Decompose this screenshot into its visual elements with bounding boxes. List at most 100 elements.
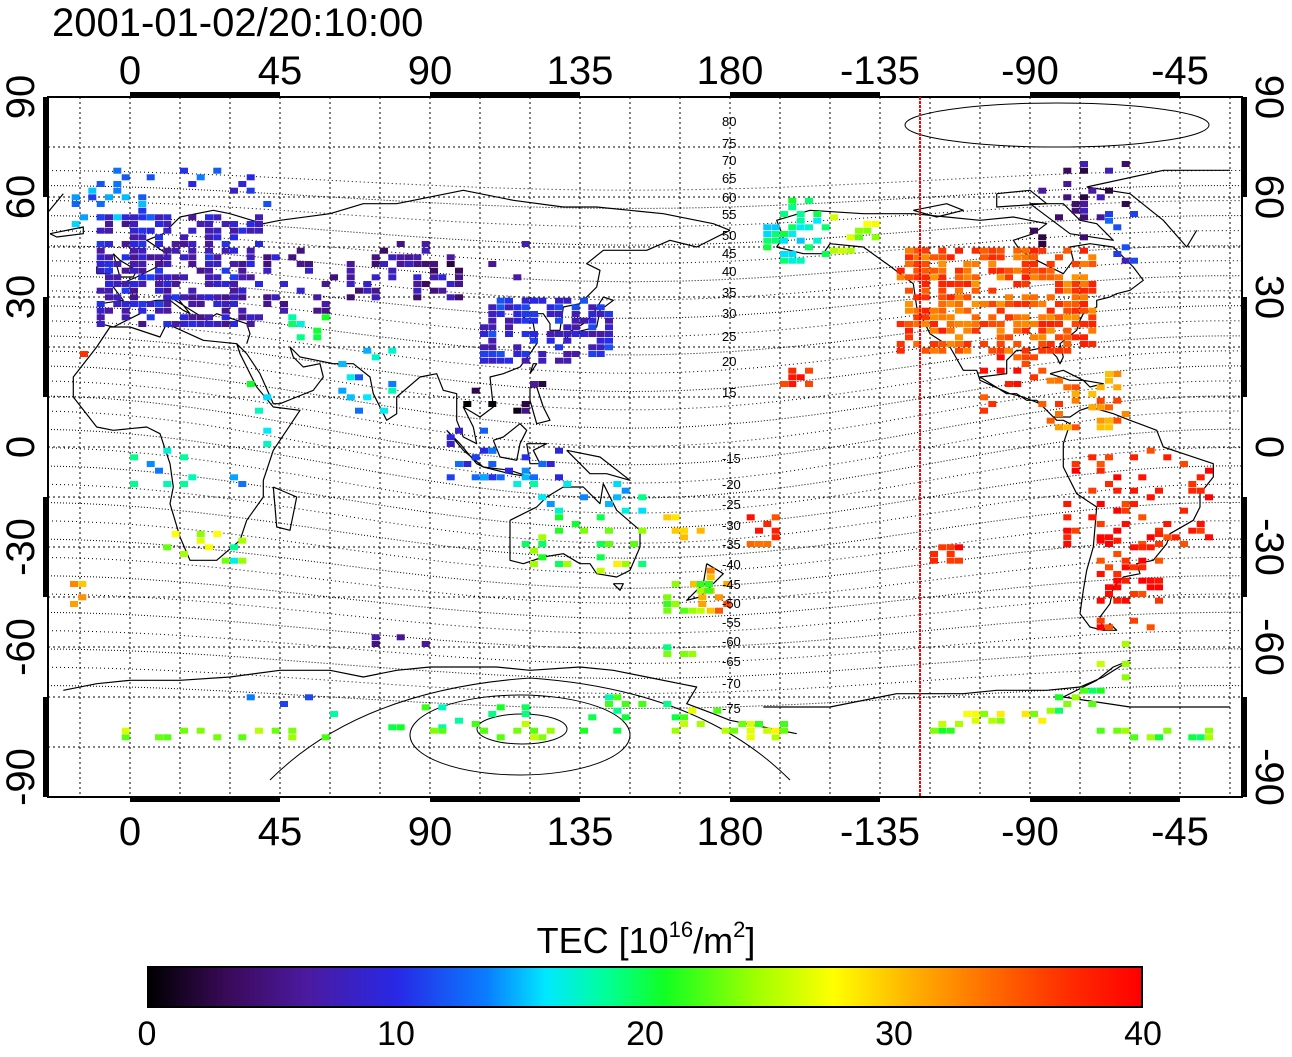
- coastline-segment: [913, 203, 964, 218]
- tec-cell: [746, 514, 755, 521]
- tec-cell: [1080, 214, 1088, 221]
- tec-cell: [1088, 187, 1097, 194]
- tec-cell: [113, 281, 122, 287]
- tec-cell: [96, 321, 105, 327]
- tec-cell: [146, 174, 155, 181]
- left-lat-tick: 0: [0, 436, 43, 458]
- tec-cell: [1130, 454, 1138, 461]
- tec-cell: [280, 307, 288, 314]
- tec-cell: [1030, 274, 1038, 281]
- tec-cell: [296, 321, 305, 327]
- tec-cell: [963, 711, 972, 717]
- tec-cell: [1105, 481, 1113, 487]
- tec-cell: [1130, 617, 1138, 624]
- tec-cell: [230, 261, 238, 267]
- tec-cell: [1105, 534, 1113, 541]
- tec-cell: [230, 557, 238, 564]
- tec-cell: [955, 544, 963, 551]
- tec-cell: [938, 327, 947, 334]
- tec-cell: [971, 717, 980, 724]
- tec-cell: [955, 721, 963, 727]
- tec-cell: [1080, 321, 1088, 327]
- tec-cell: [996, 711, 1005, 717]
- tec-cell: [163, 227, 172, 234]
- tec-cell: [771, 727, 780, 734]
- tec-cell: [563, 337, 572, 344]
- tec-cell: [1071, 261, 1080, 267]
- tec-cell: [663, 607, 672, 614]
- tec-cell: [421, 241, 430, 247]
- tec-cell: [330, 711, 338, 717]
- tec-cell: [596, 554, 605, 561]
- tec-cell: [455, 717, 463, 724]
- tec-cell: [1088, 287, 1097, 294]
- tec-cell: [1063, 541, 1072, 547]
- frame-scale-bars: [43, 92, 1247, 802]
- tec-cell: [613, 727, 622, 734]
- tec-cell: [146, 254, 155, 261]
- tec-cell: [1071, 321, 1080, 327]
- tec-cell: [1021, 281, 1030, 287]
- tec-cell: [1005, 381, 1013, 387]
- tec-cell: [255, 314, 263, 321]
- tec-cell: [521, 297, 530, 304]
- tec-cell: [988, 254, 997, 261]
- tec-cell: [1196, 521, 1205, 527]
- tec-cell: [921, 247, 930, 254]
- tec-cell: [1146, 544, 1155, 551]
- tec-cell: [455, 281, 463, 287]
- tec-cell: [1030, 321, 1038, 327]
- tec-cell: [130, 247, 138, 254]
- tec-cell: [680, 714, 688, 721]
- tec-cell: [1063, 527, 1072, 534]
- tec-cell: [1063, 181, 1072, 187]
- tec-cell: [96, 181, 105, 187]
- tec-cell: [438, 274, 447, 281]
- tec-cell: [1113, 571, 1122, 577]
- contour-label-minus15: -15: [722, 451, 741, 466]
- tec-cell: [238, 227, 247, 234]
- tec-cell: [463, 401, 472, 407]
- tec-cell: [146, 301, 155, 307]
- tec-cell: [988, 287, 997, 294]
- tec-cell: [105, 307, 113, 314]
- tec-cell: [930, 347, 938, 354]
- tec-cell: [571, 304, 580, 311]
- tec-cell: [296, 287, 305, 294]
- tec-cell: [913, 247, 922, 254]
- tec-cell: [690, 581, 698, 587]
- tec-cell: [188, 294, 197, 301]
- tec-cell: [538, 494, 547, 501]
- left-lat-tick: 90: [0, 75, 43, 120]
- tec-cell: [1113, 584, 1122, 591]
- tec-cell: [1055, 694, 1063, 701]
- tec-cell: [221, 557, 230, 564]
- tec-cell: [338, 387, 347, 394]
- tec-cell: [571, 521, 580, 527]
- tec-cell: [1021, 294, 1030, 301]
- tec-cell: [146, 214, 155, 221]
- tec-cell: [521, 351, 530, 357]
- tec-cell: [180, 167, 188, 174]
- tec-cell: [1021, 354, 1030, 361]
- tec-cell: [1105, 404, 1113, 411]
- contour-label-75: 75: [722, 136, 736, 151]
- tec-cell: [396, 724, 405, 731]
- tec-cell: [338, 361, 347, 367]
- contour-label-minus60: -60: [722, 634, 741, 649]
- tec-cell: [230, 247, 238, 254]
- tec-cell: [780, 257, 788, 264]
- tec-cell: [1088, 454, 1097, 461]
- tec-cell: [963, 274, 972, 281]
- tec-cell: [780, 231, 788, 237]
- tec-cell: [230, 274, 238, 281]
- contour-line: [48, 335, 1242, 392]
- tec-cell: [1121, 161, 1130, 167]
- tec-cell: [555, 561, 563, 567]
- tec-cell: [1063, 194, 1072, 201]
- tec-cell: [555, 514, 563, 521]
- tec-cell: [715, 607, 723, 614]
- tec-cell: [196, 531, 205, 537]
- tec-cell: [363, 394, 372, 401]
- tec-cell: [130, 301, 138, 307]
